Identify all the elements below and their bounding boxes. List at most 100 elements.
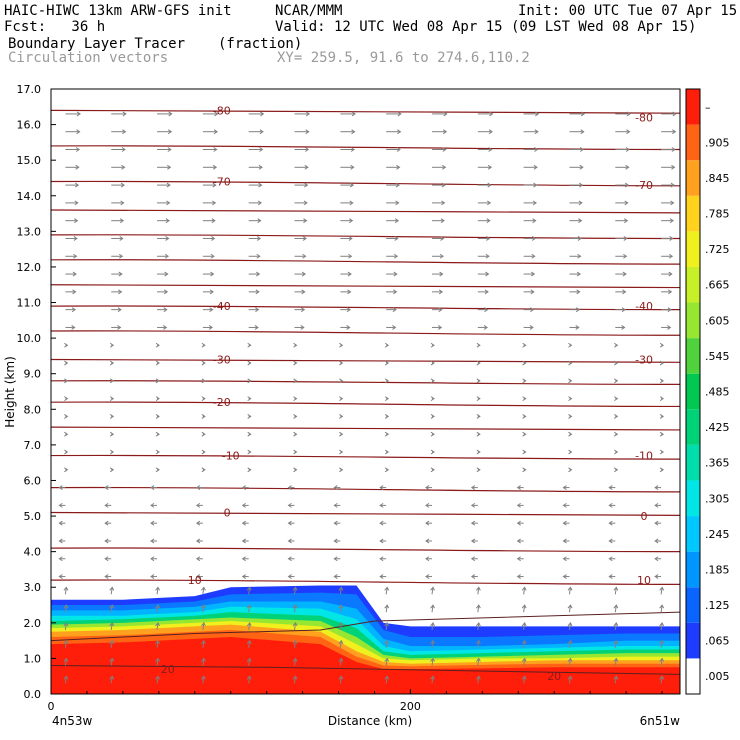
vector-arrowhead [621,325,626,330]
vector-arrow [202,605,205,613]
vector-arrowhead [164,253,170,259]
tracer-band-9 [51,637,680,694]
vector-arrowhead [150,556,155,562]
vector-arrowhead [155,360,160,366]
vector-arrowhead [425,485,430,491]
vector-arrow [110,658,113,666]
vector-arrowhead [614,467,619,473]
vector-arrow [568,605,571,613]
vector-arrowhead [476,431,481,437]
vector-arrowhead [117,307,122,313]
vector-arrowhead [287,502,292,508]
vector-arrowhead [63,675,69,680]
vector-arrowhead [64,360,69,366]
vector-arrowhead [302,253,307,259]
isotherm-line [50,145,681,151]
vector-arrow [64,658,67,666]
vector-arrowhead [567,604,573,609]
y-tick-label: 13.0 [17,225,42,238]
vector-arrow [660,622,663,631]
vector-arrowhead [155,604,160,609]
vector-arrowhead [109,396,115,402]
vector-arrowhead [384,342,390,348]
vector-arrowhead [568,431,573,437]
vector-arrowhead [430,586,435,591]
vector-arrowhead [470,520,476,526]
vector-arrowhead [626,111,631,117]
vector-arrowhead [522,413,527,419]
vector-arrow [294,640,297,648]
vector-arrowhead [213,129,218,135]
vector-arrowhead [483,325,488,330]
vector-arrowhead [201,413,206,419]
vector-arrowhead [668,289,673,295]
vector-arrowhead [71,325,76,330]
x-end-label: 6n51w [640,714,681,728]
vector-arrow [477,658,480,666]
vector-arrowhead [626,129,631,135]
vector-arrowhead [109,378,115,384]
vector-arrowhead [430,639,435,645]
vector-arrowhead [621,307,626,313]
vector-arrowhead [293,413,298,419]
y-tick-label: 4.0 [24,546,42,559]
vector-arrowhead [247,378,252,384]
vector-arrowhead [614,431,619,437]
field-units: (fraction) [218,36,303,52]
vector-arrowhead [533,164,538,170]
vector-arrowhead [58,502,63,508]
vector-arrowhead [486,236,491,241]
vector-arrowhead [338,622,344,627]
vector-arrowhead [516,485,521,491]
vector-arrowhead [530,289,535,295]
vector-arrowhead [213,147,218,152]
vector-arrowhead [287,574,292,579]
vector-arrowhead [623,253,628,259]
vector-arrowhead [155,378,160,384]
isotherm-line [50,234,681,240]
vector-arrowhead [211,236,216,241]
vector-arrowhead [425,538,430,544]
vector-arrowhead [659,449,665,455]
vector-arrowhead [516,574,521,579]
vector-arrowhead [256,271,261,277]
colorbar-label: .065 [705,635,730,648]
y-tick-label: 8.0 [24,403,42,416]
vector-arrowhead [521,639,527,645]
vector-arrowhead [339,396,344,402]
vector-arrowhead [384,467,390,473]
vector-arrowhead [625,147,630,152]
vector-arrowhead [531,253,536,259]
vector-arrowhead [155,657,160,662]
vector-arrow [568,676,571,684]
colorbar-label: .905 [705,136,730,149]
vector-arrowhead [430,622,435,627]
vector-arrowhead [470,538,476,544]
vector-arrowhead [109,413,115,419]
vector-arrowhead [195,556,201,562]
vector-arrowhead [672,111,677,117]
vector-arrowhead [484,307,489,313]
vector-arrowhead [521,622,527,627]
vector-arrow [64,676,67,684]
y-tick-label: 2.0 [24,617,42,630]
vector-arrowhead [241,520,246,526]
vector-arrowhead [576,271,581,277]
vector-arrowhead [117,325,122,330]
vector-arrowhead [351,111,356,117]
vector-arrowhead [73,253,78,259]
vector-arrowhead [167,129,173,135]
vector-arrowhead [614,360,619,366]
vector-arrowhead [347,271,352,277]
vector-arrowhead [166,182,171,188]
vector-arrowhead [659,622,665,627]
colorbar-segment [686,658,700,694]
vector-arrowhead [476,360,481,366]
vector-arrow [248,605,251,613]
vector-arrowhead [614,413,619,419]
colorbar-label: .245 [705,528,730,541]
vector-arrowhead [579,182,584,188]
vector-arrowhead [470,502,476,508]
y-tick-label: 9.0 [24,368,42,381]
vector-arrowhead [339,431,344,437]
